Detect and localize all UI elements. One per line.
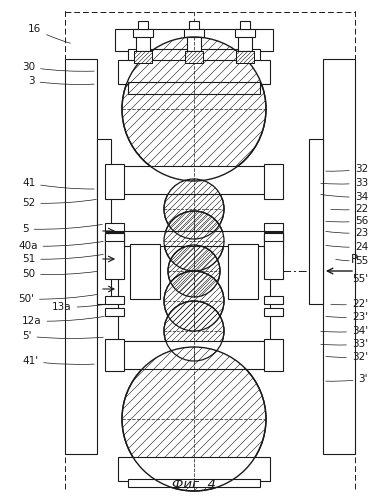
Text: 34': 34': [321, 326, 368, 336]
Bar: [136, 33, 150, 51]
Circle shape: [164, 271, 224, 331]
Bar: [97, 139, 111, 304]
Bar: [235, 29, 255, 37]
Text: Фиг. 4: Фиг. 4: [172, 478, 216, 491]
Text: 24: 24: [326, 242, 368, 252]
Bar: [264, 233, 283, 241]
Text: 32: 32: [326, 164, 368, 174]
Circle shape: [122, 347, 266, 491]
Text: P: P: [351, 253, 358, 266]
Bar: [228, 244, 258, 299]
Bar: [134, 51, 152, 63]
Text: 5: 5: [22, 224, 102, 234]
Text: 3: 3: [28, 76, 94, 86]
Text: 33: 33: [321, 178, 368, 188]
Bar: [185, 51, 203, 63]
Text: 3': 3': [326, 374, 368, 384]
Bar: [128, 479, 260, 487]
Text: 55: 55: [336, 256, 368, 266]
Bar: [323, 59, 355, 454]
Text: 55': 55': [352, 274, 368, 284]
Bar: [105, 234, 124, 279]
Bar: [128, 49, 260, 64]
Bar: [264, 339, 283, 371]
Circle shape: [164, 179, 224, 239]
Text: 33': 33': [321, 339, 368, 349]
Bar: [264, 296, 283, 304]
Bar: [115, 29, 273, 51]
Bar: [118, 231, 270, 246]
Bar: [105, 296, 124, 304]
Bar: [187, 33, 201, 51]
Text: 22: 22: [331, 204, 368, 214]
Bar: [130, 244, 160, 299]
Text: 41': 41': [22, 356, 94, 366]
Bar: [118, 166, 270, 194]
Text: 40a: 40a: [18, 241, 103, 251]
Bar: [236, 51, 254, 63]
Text: 23: 23: [326, 228, 368, 238]
Bar: [238, 33, 252, 51]
Circle shape: [168, 245, 220, 297]
Bar: [105, 223, 124, 231]
Bar: [118, 60, 270, 84]
Text: 51: 51: [22, 254, 103, 264]
Bar: [264, 223, 283, 231]
Bar: [128, 82, 260, 94]
Text: 52: 52: [22, 198, 96, 208]
Circle shape: [164, 301, 224, 361]
Bar: [138, 21, 148, 29]
Text: 5': 5': [22, 331, 103, 341]
Bar: [236, 51, 254, 63]
Text: 13a: 13a: [52, 302, 104, 312]
Text: 56: 56: [326, 216, 368, 226]
Text: 23': 23': [326, 312, 368, 322]
Bar: [134, 51, 152, 63]
Bar: [185, 51, 203, 63]
Bar: [118, 241, 270, 341]
Text: 12a: 12a: [22, 316, 104, 326]
Bar: [105, 233, 124, 241]
Text: 22': 22': [331, 299, 368, 309]
Circle shape: [164, 211, 224, 271]
Text: 16: 16: [28, 24, 70, 43]
Bar: [189, 21, 199, 29]
Bar: [105, 308, 124, 316]
Text: 30: 30: [22, 62, 94, 72]
Bar: [118, 457, 270, 481]
Text: 41: 41: [22, 178, 94, 189]
Bar: [105, 232, 124, 254]
Bar: [105, 164, 124, 199]
Bar: [240, 21, 250, 29]
Bar: [184, 29, 204, 37]
Bar: [105, 339, 124, 371]
Bar: [264, 308, 283, 316]
Circle shape: [122, 37, 266, 181]
Text: 50: 50: [22, 269, 97, 279]
Bar: [264, 234, 283, 279]
Bar: [133, 29, 153, 37]
Bar: [118, 341, 270, 369]
Text: 50': 50': [18, 294, 97, 304]
Bar: [65, 59, 97, 454]
Bar: [309, 139, 323, 304]
Bar: [264, 164, 283, 199]
Text: 34: 34: [321, 192, 368, 202]
Bar: [264, 232, 283, 254]
Text: 32': 32': [326, 352, 368, 362]
